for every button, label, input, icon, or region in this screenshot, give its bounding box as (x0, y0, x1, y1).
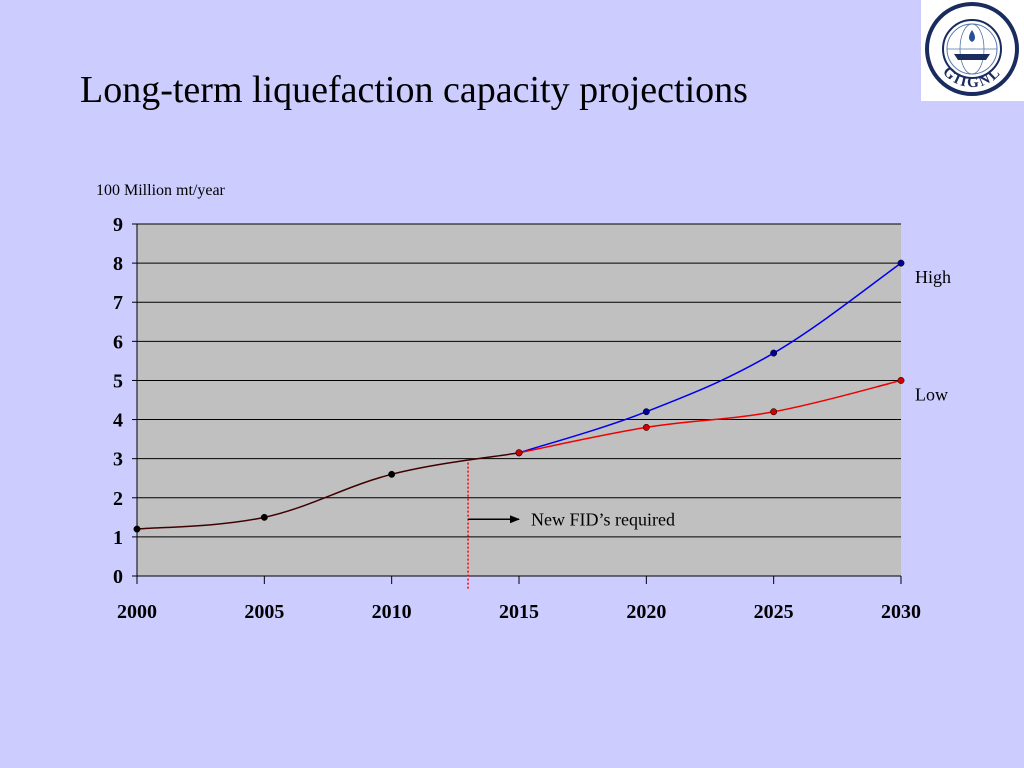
point-low-2030 (897, 376, 905, 384)
giignl-logo-graphic: GIIGNL (925, 2, 1019, 96)
x-tick-label-2020: 2020 (626, 601, 666, 623)
series-line-low (518, 379, 902, 454)
x-tick-label-2000: 2000 (117, 601, 157, 623)
point-high-2025 (770, 349, 778, 357)
y-tick-label-6: 6 (113, 331, 123, 353)
y-tick-label-3: 3 (113, 449, 123, 471)
plot-area (137, 224, 901, 576)
labels: 0 1 2 3 4 5 6 7 8 9 2000 2005 2010 2015 2020 2025 2030 10… (96, 182, 951, 623)
point-low-2025 (770, 408, 778, 416)
giignl-logo: GIIGNL (921, 0, 1024, 101)
point-historical-2010 (388, 470, 396, 478)
x-tick-label-2015: 2015 (499, 601, 539, 623)
x-tick-label-2030: 2030 (881, 601, 921, 623)
point-historical-2005 (260, 513, 268, 521)
logo-flame (969, 30, 975, 42)
series-label-low: Low (915, 384, 948, 404)
y-tick-label-5: 5 (113, 370, 123, 392)
point-historical-2000 (133, 525, 141, 533)
x-tick-label-2025: 2025 (754, 601, 794, 623)
y-tick-label-4: 4 (113, 410, 123, 432)
y-tick-label-2: 2 (113, 488, 123, 510)
y-tick-label-7: 7 (113, 292, 123, 314)
point-low-2020 (642, 423, 650, 431)
series (133, 259, 905, 533)
y-tick-label-8: 8 (113, 253, 123, 275)
logo-ship-hull (954, 54, 990, 60)
y-tick-label-9: 9 (113, 214, 123, 236)
fid-annotation-label: New FID’s required (531, 509, 675, 529)
point-high-2030 (897, 259, 905, 267)
x-tick-label-2005: 2005 (244, 601, 284, 623)
x-tick-label-2010: 2010 (372, 601, 412, 623)
series-line-historical (136, 452, 520, 530)
slide-title: Long-term liquefaction capacity projecti… (80, 69, 748, 111)
series-line-high (518, 262, 902, 454)
y-axis-unit-label: 100 Million mt/year (96, 182, 226, 199)
series-label-high: High (915, 267, 951, 287)
point-high-2020 (642, 408, 650, 416)
y-tick-label-1: 1 (113, 527, 123, 549)
point-low-2015 (515, 449, 523, 457)
y-tick-label-0: 0 (113, 566, 123, 588)
axes (132, 223, 902, 584)
annotations: New FID’s required (467, 462, 675, 590)
